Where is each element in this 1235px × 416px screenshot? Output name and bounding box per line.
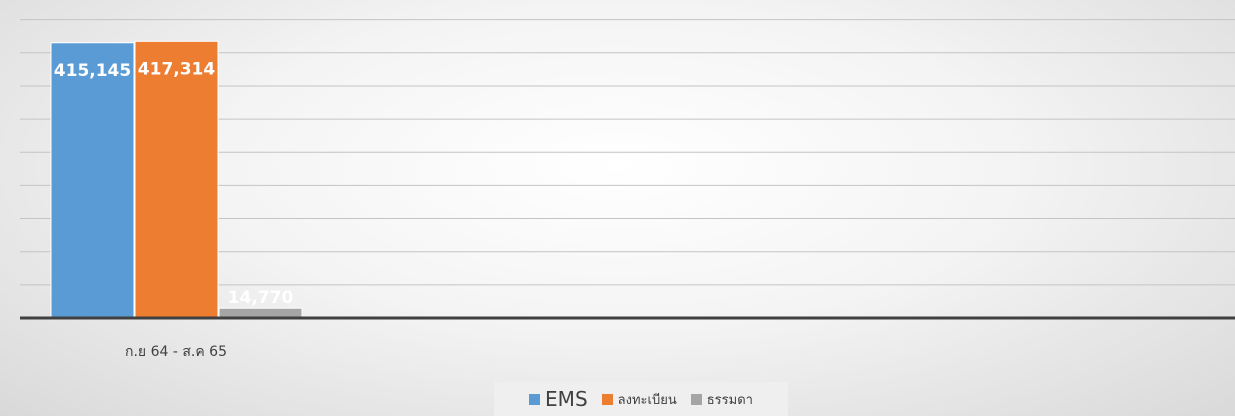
x-tick-label: ก.ย 64 - ส.ค 65 [125, 344, 227, 360]
legend-swatch-ordinary [690, 393, 702, 405]
legend-item-registered: ลงทะเบียน [601, 389, 677, 410]
data-label-1: 417,314 [138, 59, 216, 79]
gridlines [20, 19, 1235, 286]
legend-swatch-ems [529, 393, 541, 405]
legend-label-ordinary: ธรรมดา [706, 392, 753, 408]
bar-0 [50, 42, 135, 319]
legend-swatch-registered [601, 393, 613, 405]
bar-chart: 415,145 417,314 14,770 ก.ย 64 - ส.ค 65 [20, 19, 1235, 360]
legend-item-ordinary: ธรรมดา [690, 389, 753, 410]
data-label-0: 415,145 [54, 61, 131, 81]
legend-label-ems: EMS [545, 387, 588, 411]
data-label-2: 14,770 [228, 288, 294, 308]
data-labels: 415,145 417,314 14,770 [54, 59, 294, 308]
bar-1 [134, 40, 219, 319]
bars [50, 40, 303, 319]
legend-label-registered: ลงทะเบียน [617, 392, 677, 408]
legend: EMS ลงทะเบียน ธรรมดา [494, 382, 788, 416]
legend-item-ems: EMS [529, 387, 588, 411]
